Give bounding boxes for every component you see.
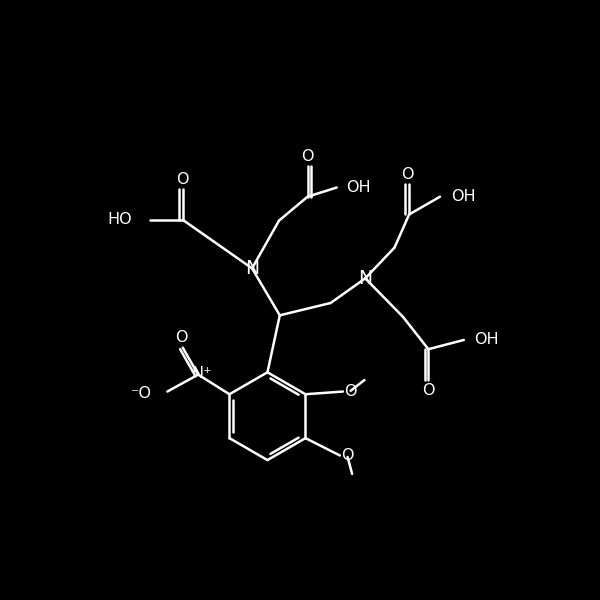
Text: O: O [175,330,187,345]
Text: N⁺: N⁺ [191,365,212,380]
Text: O: O [422,383,434,398]
Text: O: O [344,384,357,399]
Text: O: O [401,167,414,182]
Text: ⁻O: ⁻O [131,386,152,401]
Text: HO: HO [107,212,132,227]
Text: N: N [245,259,259,278]
Text: OH: OH [475,332,499,347]
Text: OH: OH [451,189,476,204]
Text: O: O [301,149,314,164]
Text: OH: OH [346,180,371,195]
Text: O: O [341,448,354,463]
Text: O: O [176,172,189,187]
Text: N: N [358,269,373,288]
